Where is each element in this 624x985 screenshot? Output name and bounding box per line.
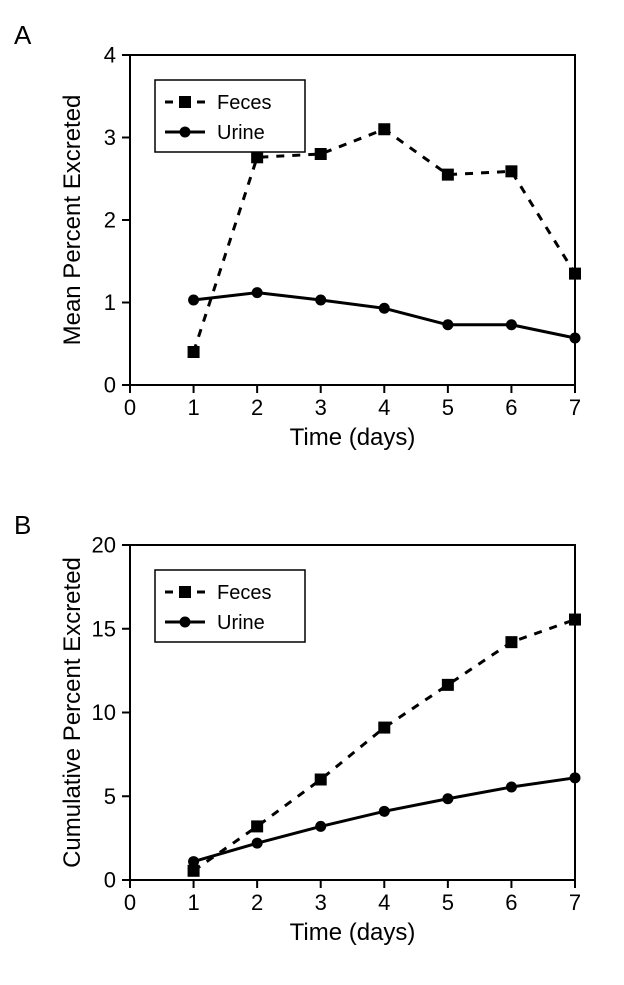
svg-text:3: 3 (315, 395, 327, 420)
svg-text:0: 0 (124, 890, 136, 915)
svg-text:4: 4 (104, 43, 116, 68)
svg-text:0: 0 (124, 395, 136, 420)
svg-text:2: 2 (104, 208, 116, 233)
svg-text:Feces: Feces (217, 582, 271, 604)
svg-text:3: 3 (104, 125, 116, 150)
svg-text:Time (days): Time (days) (290, 424, 416, 450)
svg-text:7: 7 (569, 395, 581, 420)
svg-text:3: 3 (315, 890, 327, 915)
svg-text:1: 1 (187, 395, 199, 420)
svg-text:6: 6 (505, 890, 517, 915)
svg-text:4: 4 (378, 890, 390, 915)
svg-text:20: 20 (92, 533, 116, 558)
svg-text:5: 5 (442, 395, 454, 420)
chart-a: 0 1 2 3 4 5 6 7 0 1 2 3 4 Time (days) Mean Percent Exc… (55, 40, 595, 450)
svg-text:4: 4 (378, 395, 390, 420)
svg-text:7: 7 (569, 890, 581, 915)
panel-label-b: B (14, 510, 31, 541)
svg-text:0: 0 (104, 868, 116, 893)
svg-text:10: 10 (92, 700, 116, 725)
svg-text:Cumulative Percent Excreted: Cumulative Percent Excreted (59, 557, 86, 868)
svg-text:Feces: Feces (217, 92, 271, 114)
svg-text:1: 1 (187, 890, 199, 915)
svg-text:Time (days): Time (days) (290, 919, 416, 946)
svg-text:Mean Percent Excreted: Mean Percent Excreted (59, 95, 86, 346)
figure-container: A 0 1 2 3 4 5 6 7 0 1 2 3 4 Time (days) Mean Percent E… (0, 0, 624, 985)
svg-text:Urine: Urine (217, 612, 265, 634)
svg-text:2: 2 (251, 395, 263, 420)
svg-text:0: 0 (104, 373, 116, 398)
svg-text:15: 15 (92, 616, 116, 641)
panel-label-a: A (14, 20, 31, 51)
svg-text:5: 5 (104, 784, 116, 809)
svg-text:5: 5 (442, 890, 454, 915)
chart-b: 0 1 2 3 4 5 6 7 0 5 10 15 20 Time (days) Cumulative Pe… (55, 530, 595, 950)
svg-text:Urine: Urine (217, 122, 265, 144)
svg-text:2: 2 (251, 890, 263, 915)
svg-text:6: 6 (505, 395, 517, 420)
svg-text:1: 1 (104, 290, 116, 315)
